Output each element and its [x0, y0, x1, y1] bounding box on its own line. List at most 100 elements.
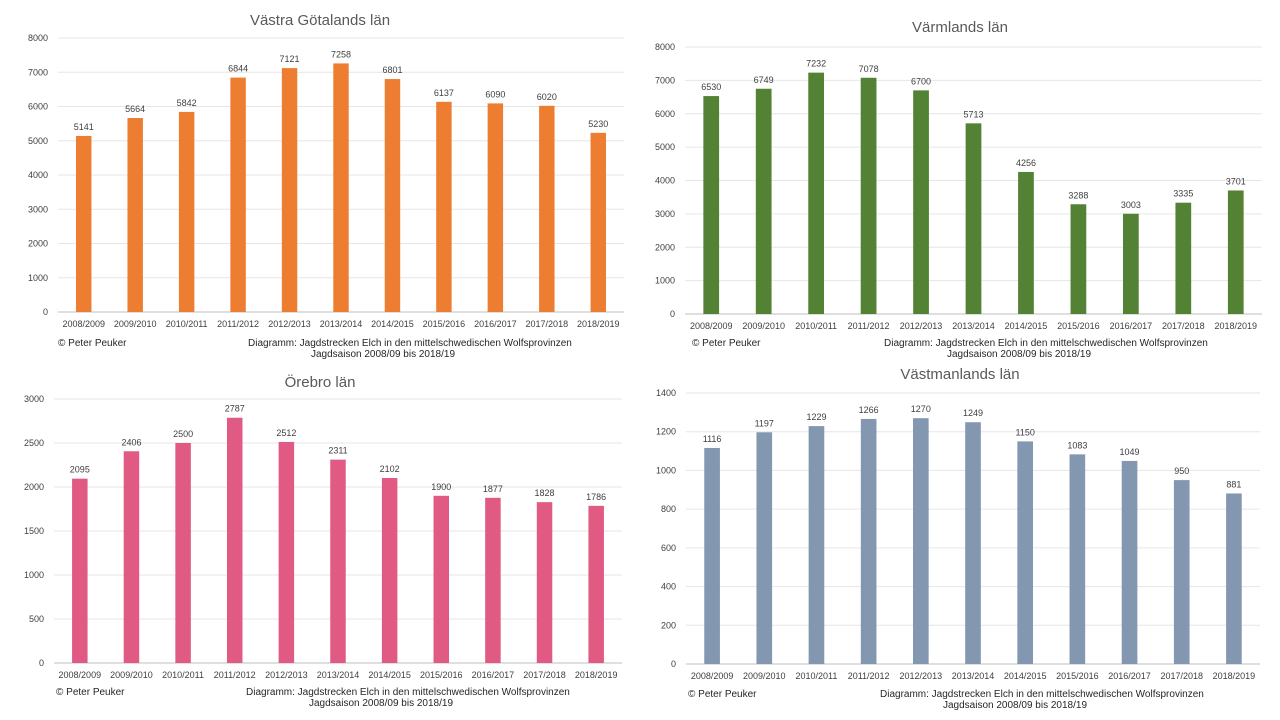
bar	[536, 502, 553, 663]
bar	[1227, 190, 1244, 314]
x-tick-label: 2014/2015	[368, 670, 411, 680]
x-tick-label: 2008/2009	[690, 321, 733, 331]
caption-line-2: Jagdsaison 2008/09 bis 2018/19	[947, 349, 1092, 360]
y-tick-label: 7000	[28, 67, 48, 77]
data-label: 3701	[1226, 176, 1246, 186]
bar	[965, 123, 982, 314]
bar	[703, 96, 720, 314]
data-label: 6801	[382, 65, 402, 75]
y-tick-label: 0	[39, 658, 44, 668]
x-tick-label: 2008/2009	[691, 671, 734, 681]
data-label: 1083	[1067, 440, 1087, 450]
data-label: 7121	[280, 54, 300, 64]
y-tick-label: 2500	[24, 438, 44, 448]
y-tick-label: 0	[43, 307, 48, 317]
x-tick-label: 2011/2012	[214, 670, 256, 680]
x-tick-label: 2015/2016	[423, 319, 466, 329]
y-tick-label: 2000	[28, 239, 48, 249]
bar	[175, 443, 191, 663]
x-tick-label: 2012/2013	[265, 670, 308, 680]
copyright-credit: © Peter Peuker	[56, 687, 125, 698]
x-tick-label: 2013/2014	[317, 670, 360, 680]
copyright-credit: © Peter Peuker	[58, 338, 127, 349]
caption-line-2: Jagdsaison 2008/09 bis 2018/19	[943, 700, 1088, 711]
chart-panel-vastra-gotaland: Västra Götalands län 0 1000 2000 3000 4000 50…	[0, 0, 640, 360]
y-tick-label: 200	[661, 620, 676, 630]
y-tick-label: 0	[671, 659, 676, 669]
bar	[278, 441, 295, 663]
bar	[123, 451, 140, 663]
bar	[860, 77, 877, 314]
bar	[1070, 204, 1087, 314]
data-label: 6020	[537, 92, 557, 102]
chart-panel-orebro: Örebro län 0 500 1000 1500 2000 2500 3000 2095 2…	[0, 360, 640, 720]
bar	[704, 447, 720, 664]
data-label: 7258	[331, 49, 351, 59]
data-label: 7078	[859, 64, 879, 74]
data-label: 1877	[483, 484, 503, 494]
data-label: 7232	[806, 59, 826, 69]
x-tick-label: 2016/2017	[474, 319, 517, 329]
x-tick-label: 2015/2016	[1056, 671, 1099, 681]
bar	[72, 478, 88, 663]
bar	[860, 418, 877, 664]
data-label: 5713	[963, 109, 983, 119]
x-tick-label: 2017/2018	[1162, 321, 1205, 331]
y-tick-label: 8000	[655, 42, 675, 52]
data-label: 2311	[328, 446, 347, 456]
y-tick-label: 1000	[656, 465, 676, 475]
x-tick-label: 2008/2009	[59, 670, 102, 680]
bar	[178, 111, 195, 312]
y-tick-label: 800	[661, 504, 676, 514]
bar	[1122, 213, 1139, 314]
bar	[436, 101, 452, 313]
bar	[1173, 480, 1190, 664]
data-label: 6090	[485, 89, 505, 99]
y-tick-label: 1500	[24, 526, 44, 536]
x-tick-label: 2014/2015	[1005, 321, 1048, 331]
x-tick-label: 2018/2019	[575, 670, 618, 680]
bar	[1175, 202, 1192, 314]
bar	[1018, 171, 1034, 314]
chart-title: Västmanlands län	[900, 366, 1020, 383]
data-label: 1828	[535, 488, 555, 498]
y-tick-label: 5000	[655, 142, 675, 152]
y-tick-label: 1000	[655, 276, 675, 286]
y-tick-label: 8000	[28, 33, 48, 43]
x-tick-label: 2010/2011	[166, 319, 208, 329]
data-label: 1150	[1016, 427, 1035, 437]
y-tick-label: 5000	[28, 136, 48, 146]
data-label: 6530	[701, 82, 721, 92]
bar	[590, 132, 606, 312]
bar-chart-vastmanland: 0 200 400 600 800 1000 1200 1400 1116 2008/2009 11…	[656, 388, 1260, 681]
chart-title: Örebro län	[284, 374, 356, 391]
x-tick-label: 2011/2012	[217, 319, 259, 329]
x-tick-label: 2013/2014	[952, 321, 995, 331]
y-tick-label: 6000	[655, 109, 675, 119]
bar-chart-varmland: 0 1000 2000 3000 4000 5000 6000 7000 8000 6530 200…	[655, 42, 1262, 331]
bar	[808, 426, 825, 664]
x-tick-label: 2012/2013	[900, 671, 943, 681]
caption-line-1: Diagramm: Jagdstrecken Elch in den mitte…	[248, 338, 572, 349]
y-tick-label: 2000	[655, 242, 675, 252]
bar	[433, 495, 450, 663]
bar	[487, 103, 504, 312]
copyright-credit: © Peter Peuker	[692, 338, 761, 349]
bar	[127, 118, 143, 313]
x-tick-label: 2009/2010	[114, 319, 157, 329]
x-tick-label: 2018/2019	[577, 319, 620, 329]
chart-title: Västra Götalands län	[249, 12, 391, 29]
bar	[1069, 454, 1086, 664]
bar	[756, 432, 773, 664]
bar	[226, 417, 243, 663]
x-tick-label: 2010/2011	[796, 671, 838, 681]
data-label: 1270	[911, 404, 931, 414]
data-label: 5230	[588, 119, 608, 129]
data-label: 1116	[703, 434, 722, 444]
x-tick-label: 2009/2010	[743, 671, 786, 681]
data-label: 2102	[380, 464, 400, 474]
y-tick-label: 600	[661, 543, 676, 553]
data-label: 1900	[431, 482, 451, 492]
x-tick-label: 2008/2009	[62, 319, 105, 329]
data-label: 1786	[586, 492, 606, 502]
